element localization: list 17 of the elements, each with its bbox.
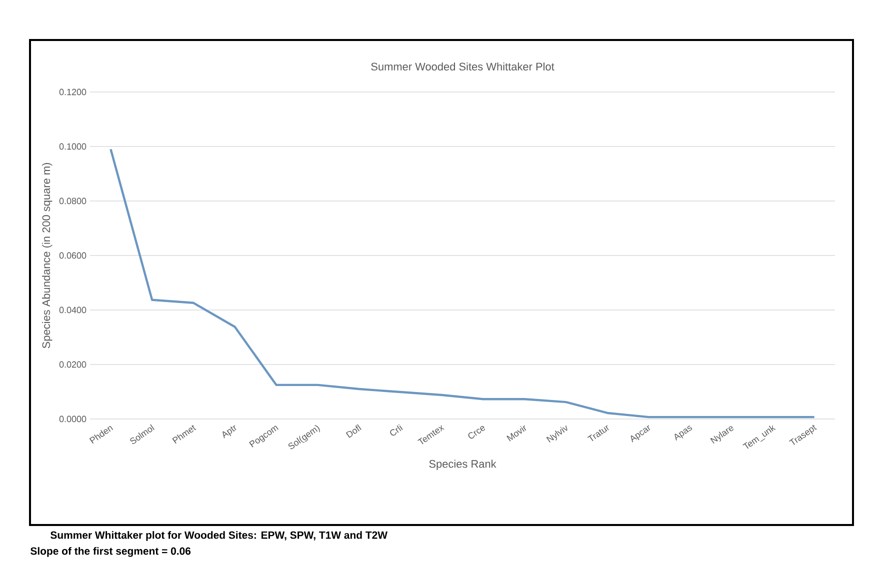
y-tick-label: 0.0600 — [59, 252, 86, 259]
y-tick-label: 0.0200 — [59, 361, 86, 368]
y-tick-label: 0.1000 — [59, 143, 86, 150]
y-tick-label: 0.0000 — [59, 416, 86, 422]
chart-title: Summer Wooded Sites Whittaker Plot — [371, 62, 554, 70]
x-tick-label: Apas — [674, 426, 692, 441]
y-tick-label: 0.1200 — [59, 88, 86, 96]
x-tick-label: Crce — [468, 426, 485, 439]
x-axis-title: Species Rank — [429, 460, 496, 470]
x-tick-label: Crli — [390, 424, 403, 436]
text: Summer Whittaker plot for Wooded Sites: EPW, SPW, T1W and T2W — [50, 531, 388, 541]
text: Slope of the first segment = 0.06 — [30, 547, 191, 557]
y-axis-title: Species Abundance (in 200 square m) — [42, 162, 52, 348]
y-tick-label: 0.0400 — [59, 306, 86, 314]
y-tick-label: 0.0800 — [59, 198, 86, 204]
x-tick-label: Dofl — [346, 424, 362, 438]
x-tick-label: Aptr — [222, 425, 236, 438]
